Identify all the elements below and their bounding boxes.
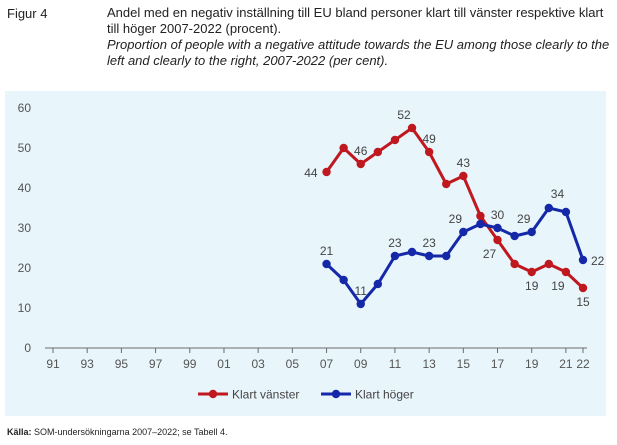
data-point-left-2010 (373, 147, 383, 157)
x-tick-label-19: 19 (525, 357, 539, 371)
data-point-right-2012 (407, 247, 417, 257)
data-point-left-2015 (459, 171, 468, 181)
data-point-right-2018 (510, 231, 519, 241)
series-line-right (325, 206, 585, 306)
data-point-left-2008 (339, 143, 348, 153)
y-tick-label-10: 10 (18, 301, 32, 315)
figure-label: Figur 4 (7, 6, 48, 21)
data-label-left-2012: 52 (397, 108, 411, 122)
x-tick-label-07: 07 (320, 357, 334, 371)
data-point-left-2019 (527, 267, 536, 277)
legend-marker-left (208, 389, 218, 399)
data-label-left-2009: 46 (354, 144, 368, 158)
data-point-left-2017 (493, 235, 502, 245)
data-point-right-2019 (527, 227, 536, 237)
x-tick-label-17: 17 (491, 357, 505, 371)
y-tick-label-40: 40 (18, 181, 32, 195)
source-note: Källa: SOM-undersökningarna 2007–2022; s… (7, 427, 228, 437)
data-point-left-2018 (510, 259, 519, 269)
data-label-left-2015: 43 (457, 156, 471, 170)
data-label-right-2009: 11 (355, 284, 368, 298)
data-point-left-2021 (561, 267, 571, 277)
data-label-right-2007: 21 (320, 244, 334, 258)
data-label-right-2020: 34 (551, 187, 565, 201)
legend-marker-right (331, 389, 341, 399)
y-tick-label-50: 50 (18, 141, 32, 155)
data-point-right-2020 (544, 203, 554, 213)
x-tick-label-15: 15 (457, 357, 471, 371)
y-tick-label-60: 60 (18, 101, 32, 115)
data-point-left-2011 (390, 135, 400, 145)
x-tick-label-99: 99 (183, 357, 197, 371)
data-label-left-2007: 44 (304, 166, 318, 180)
data-point-right-2016 (476, 219, 485, 229)
y-tick-label-30: 30 (18, 221, 32, 235)
chart-panel: 0 10 20 30 40 50 60 91 93 95 97 99 01 03 05 07 09 11 13 15 1… (5, 91, 606, 416)
data-point-right-2022 (578, 255, 588, 265)
legend-label-left: Klart vänster (232, 388, 299, 402)
series-line-left (325, 126, 585, 290)
x-tick-label-11: 11 (389, 357, 402, 371)
y-tick-label-20: 20 (18, 261, 32, 275)
data-point-right-2011 (390, 251, 400, 261)
data-point-right-2021 (561, 207, 571, 217)
x-tick-label-01: 01 (217, 357, 231, 371)
data-point-right-2015 (459, 227, 468, 237)
data-point-left-2009 (356, 159, 365, 169)
line-chart: 0 10 20 30 40 50 60 91 93 95 97 99 01 03 05 07 09 11 13 15 1… (18, 101, 605, 402)
data-point-right-2013 (424, 251, 434, 261)
x-tick-label-21: 21 (559, 357, 573, 371)
data-label-left-2022: 15 (576, 295, 590, 309)
data-point-left-2016 (476, 211, 485, 221)
legend-label-right: Klart höger (355, 388, 414, 402)
data-label-left-2017: 27 (483, 247, 497, 261)
x-tick-label-95: 95 (115, 357, 129, 371)
x-tick-label-03: 03 (251, 357, 265, 371)
data-point-right-2007 (322, 259, 331, 269)
data-label-right-2013: 23 (422, 236, 436, 250)
x-tick-label-09: 09 (354, 357, 368, 371)
data-label-right-2019: 29 (517, 212, 531, 226)
x-tick-label-93: 93 (81, 357, 95, 371)
data-label-right-2011: 23 (388, 236, 402, 250)
data-point-left-2007 (322, 167, 331, 177)
x-tick-label-05: 05 (286, 357, 300, 371)
data-point-right-2009 (356, 299, 365, 309)
data-label-left-2019: 19 (525, 279, 539, 293)
data-point-right-2017 (493, 223, 502, 233)
figure-title: Andel med en negativ inställning till EU… (107, 5, 612, 69)
data-point-left-2013 (424, 147, 434, 157)
data-label-right-2017: 30 (491, 208, 505, 222)
data-label-right-2015: 29 (449, 212, 463, 226)
data-label-right-2022: 22 (591, 254, 605, 268)
data-point-right-2008 (339, 275, 348, 285)
y-tick-label-0: 0 (24, 341, 31, 355)
x-tick-label-13: 13 (422, 357, 436, 371)
source-label: Källa: (7, 427, 32, 437)
x-tick-label-91: 91 (46, 357, 60, 371)
title-swedish: Andel med en negativ inställning till EU… (107, 5, 604, 36)
data-point-left-2022 (578, 283, 588, 293)
x-tick-label-97: 97 (149, 357, 163, 371)
data-label-left-2021: 19 (551, 279, 565, 293)
data-label-left-2013: 49 (422, 132, 436, 146)
title-english: Proportion of people with a negative att… (107, 37, 610, 68)
data-point-left-2012 (407, 123, 417, 133)
data-point-left-2014 (442, 179, 451, 189)
source-text: SOM-undersökningarna 2007–2022; se Tabel… (34, 427, 228, 437)
data-point-right-2014 (442, 251, 451, 261)
x-tick-label-22: 22 (576, 357, 590, 371)
data-point-left-2020 (544, 259, 554, 269)
data-point-right-2010 (373, 279, 383, 289)
